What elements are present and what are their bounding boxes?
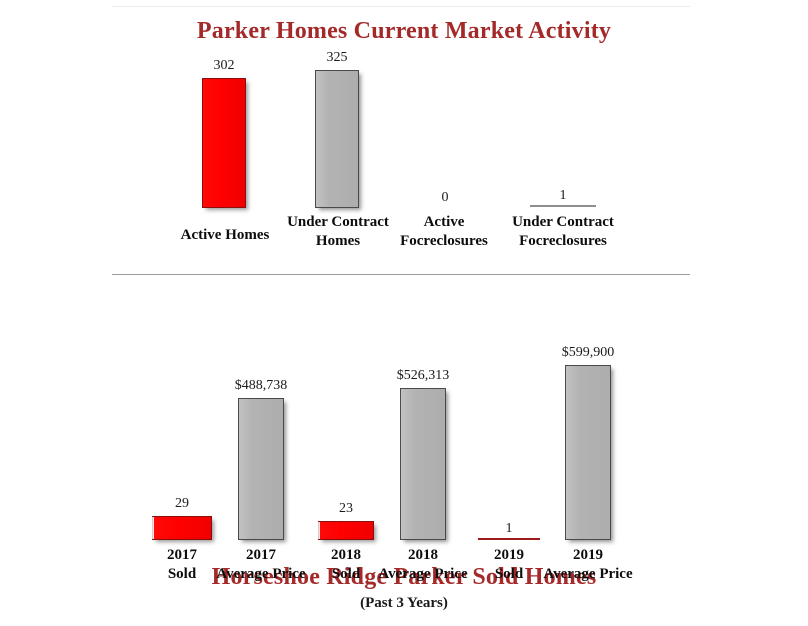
value-label-2018-average-price: $526,313 [396,368,450,383]
bar-2017-average-price [238,398,284,540]
category-label-under-contract-homes: Under Contract Homes [287,214,389,249]
value-label-2019-average-price: $599,900 [561,345,615,360]
category-label-active-homes: Active Homes [180,227,270,243]
bar-2018-sold [312,521,374,540]
chart-horseshoe-ridge-parker-sold-homes: Horseshoe Ridge Parker Sold Homes (Past … [0,274,808,626]
chart-parker-homes-current-market-activity: Parker Homes Current Market Activity 302… [0,0,808,274]
bar-under-contract-foreclosures [530,205,596,207]
value-label-2019-sold: 1 [505,521,513,536]
category-label-under-contract-foreclosures: Under Contract Focreclosures [512,214,614,249]
category-label-active-foreclosures: Active Focreclosures [400,214,488,249]
category-label-2017-average-price: 2017 Average Price [216,547,306,582]
middle-divider [112,274,690,275]
bar-active-homes [202,78,246,208]
bar-2019-sold [478,538,540,540]
chart2-title: Horseshoe Ridge Parker Sold Homes [211,564,597,590]
bar-under-contract-homes [315,70,359,208]
chart2-subtitle: (Past 3 Years) [360,595,448,611]
bar-2019-average-price [565,365,611,540]
value-label-under-contract-homes: 325 [326,50,348,65]
value-label-under-contract-foreclosures: 1 [559,188,567,203]
category-label-2017-sold: 2017 Sold [167,547,197,582]
value-label-2017-average-price: $488,738 [234,378,288,393]
value-label-2017-sold: 29 [175,496,189,511]
value-label-active-homes: 302 [213,58,235,73]
chart1-title: Parker Homes Current Market Activity [196,18,612,44]
bar-2018-average-price [400,388,446,540]
bar-2017-sold [146,516,212,540]
category-label-2018-average-price: 2018 Average Price [378,547,468,582]
category-label-2019-average-price: 2019 Average Price [543,547,633,582]
value-label-2018-sold: 23 [339,501,353,516]
category-label-2019-sold: 2019 Sold [494,547,524,582]
category-label-2018-sold: 2018 Sold [331,547,361,582]
top-divider [112,6,690,7]
value-label-active-foreclosures: 0 [441,190,449,205]
